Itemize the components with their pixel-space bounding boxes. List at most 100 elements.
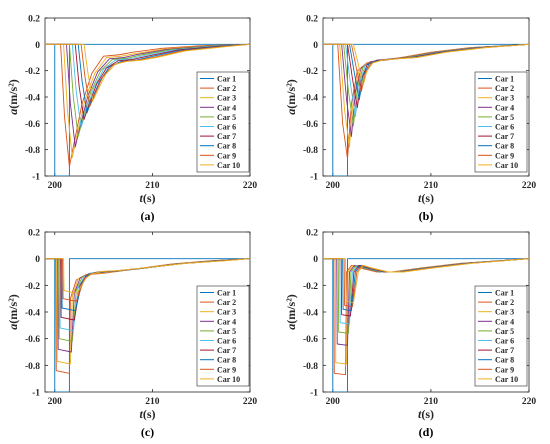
legend-label: Car 6 — [217, 337, 236, 346]
y-axis-label: a(m/s²) — [284, 79, 298, 115]
y-tick-label: 0.2 — [306, 15, 318, 25]
series-line-car-8 — [45, 43, 250, 114]
legend-label: Car 10 — [217, 161, 240, 170]
y-tick-label: -0.2 — [25, 282, 40, 292]
legend-label: Car 9 — [495, 151, 514, 160]
legend-label: Car 1 — [495, 75, 514, 84]
series-line-car-10 — [45, 43, 250, 102]
y-tick-label: -1 — [32, 389, 40, 399]
legend-label: Car 10 — [217, 375, 240, 384]
legend-label: Car 6 — [217, 123, 236, 132]
legend-label: Car 7 — [217, 346, 236, 355]
x-tick-label: 210 — [145, 181, 160, 191]
legend-label: Car 2 — [495, 84, 514, 93]
panel-label: (c) — [141, 425, 154, 439]
legend-label: Car 1 — [495, 289, 514, 298]
panel-label: (b) — [419, 209, 434, 223]
legend-label: Car 8 — [217, 356, 236, 365]
series-line-car-10 — [45, 258, 250, 294]
x-tick-label: 200 — [48, 181, 63, 191]
legend-label: Car 7 — [495, 132, 514, 141]
x-tick-label: 220 — [522, 397, 537, 407]
y-tick-label: -0.6 — [303, 120, 318, 130]
x-tick-label: 200 — [326, 397, 341, 407]
legend-label: Car 8 — [217, 142, 236, 151]
legend-label: Car 5 — [217, 113, 236, 122]
y-tick-label: -1 — [32, 173, 40, 183]
y-tick-label: -0.4 — [25, 94, 40, 104]
y-tick-label: -0.8 — [303, 146, 318, 156]
legend-label: Car 7 — [217, 132, 236, 141]
y-tick-label: 0 — [313, 255, 318, 265]
legend-label: Car 2 — [217, 84, 236, 93]
legend-label: Car 2 — [217, 298, 236, 307]
legend-label: Car 7 — [495, 346, 514, 355]
x-tick-label: 220 — [522, 181, 537, 191]
series-group — [323, 258, 529, 392]
series-line-car-3 — [45, 43, 250, 159]
y-tick-label: -0.8 — [25, 362, 40, 372]
series-line-car-2 — [45, 43, 250, 168]
x-tick-label: 210 — [145, 397, 160, 407]
legend-label: Car 10 — [495, 375, 518, 384]
x-axis-label: t(s) — [139, 191, 155, 205]
series-line-car-4 — [45, 43, 250, 148]
y-tick-label: -0.4 — [25, 309, 40, 319]
legend-label: Car 4 — [495, 103, 514, 112]
x-tick-label: 200 — [326, 181, 341, 191]
y-tick-label: 0.2 — [28, 15, 40, 25]
series-line-car-9 — [45, 43, 250, 107]
legend-label: Car 3 — [495, 94, 514, 103]
y-axis-label: a(m/s²) — [6, 79, 20, 115]
y-tick-label: -1 — [310, 389, 318, 399]
legend-label: Car 4 — [495, 317, 514, 326]
x-axis-label: t(s) — [418, 407, 434, 421]
legend-label: Car 8 — [495, 142, 514, 151]
legend-label: Car 1 — [217, 75, 236, 84]
y-tick-label: 0.2 — [306, 229, 318, 239]
legend-label: Car 5 — [495, 327, 514, 336]
legend-label: Car 9 — [217, 151, 236, 160]
legend-label: Car 5 — [217, 327, 236, 336]
y-tick-label: -0.8 — [303, 362, 318, 372]
x-tick-label: 210 — [424, 181, 439, 191]
x-axis-label: t(s) — [418, 191, 434, 205]
y-tick-label: 0 — [35, 41, 40, 51]
legend-label: Car 4 — [217, 103, 236, 112]
legend-label: Car 1 — [217, 289, 236, 298]
legend-label: Car 4 — [217, 317, 236, 326]
y-tick-label: -0.2 — [303, 67, 318, 77]
y-axis-label: a(m/s²) — [284, 294, 298, 330]
series-group — [323, 43, 529, 176]
legend-label: Car 2 — [495, 298, 514, 307]
x-tick-label: 210 — [424, 397, 439, 407]
x-axis-label: t(s) — [139, 407, 155, 421]
y-tick-label: 0 — [313, 41, 318, 51]
y-tick-label: 0 — [35, 255, 40, 265]
x-tick-label: 200 — [48, 397, 63, 407]
series-group — [45, 258, 250, 392]
y-tick-label: -0.6 — [25, 120, 40, 130]
legend-label: Car 5 — [495, 113, 514, 122]
x-tick-label: 220 — [243, 397, 258, 407]
y-tick-label: -0.4 — [303, 94, 318, 104]
legend-label: Car 9 — [495, 365, 514, 374]
legend-label: Car 6 — [495, 337, 514, 346]
y-tick-label: -0.2 — [25, 67, 40, 77]
legend-label: Car 9 — [217, 365, 236, 374]
y-tick-label: -0.4 — [303, 309, 318, 319]
y-tick-label: -0.8 — [25, 146, 40, 156]
y-tick-label: -1 — [310, 173, 318, 183]
legend-label: Car 3 — [217, 308, 236, 317]
series-line-car-10 — [323, 43, 529, 86]
y-tick-label: -0.6 — [303, 335, 318, 345]
legend-label: Car 6 — [495, 123, 514, 132]
y-axis-label: a(m/s²) — [6, 294, 20, 330]
y-tick-label: -0.6 — [25, 335, 40, 345]
series-line-car-10 — [323, 258, 529, 304]
